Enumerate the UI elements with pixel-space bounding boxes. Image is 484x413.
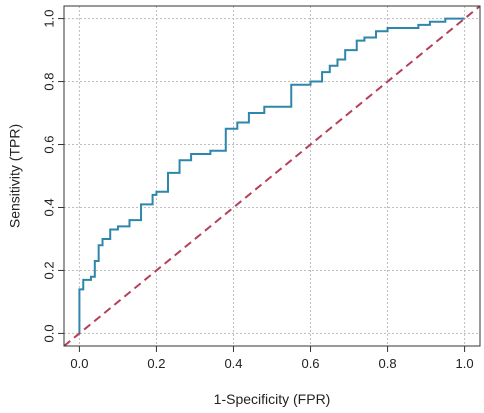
x-tick-label-1: 0.2 <box>147 356 165 371</box>
y-tick-label-0: 0.0 <box>41 324 56 342</box>
x-tick-label-2: 0.4 <box>224 356 242 371</box>
series-layer <box>64 6 480 346</box>
y-tick-label-2: 0.4 <box>41 198 56 216</box>
x-tick-label-5: 1.0 <box>456 356 474 371</box>
x-tick-label-3: 0.6 <box>301 356 319 371</box>
y-tick-label-4: 0.8 <box>41 73 56 91</box>
y-axis-label: Sensitivity (TPR) <box>7 124 23 228</box>
y-tick-label-1: 0.2 <box>41 261 56 279</box>
x-tick-label-4: 0.8 <box>379 356 397 371</box>
diagonal-reference-line <box>64 6 480 346</box>
plot-frame <box>63 5 481 347</box>
axis-ticks: 0.0 0.2 0.4 0.6 0.8 1.0 0.0 0.2 0.4 0.6 0.8 1.0 <box>41 10 473 371</box>
grid <box>64 6 480 346</box>
x-tick-label-0: 0.0 <box>70 356 88 371</box>
x-axis-label: 1-Specificity (FPR) <box>214 391 331 407</box>
y-tick-label-5: 1.0 <box>41 10 56 28</box>
roc-curve-line <box>78 17 465 334</box>
y-tick-label-3: 0.6 <box>41 135 56 153</box>
